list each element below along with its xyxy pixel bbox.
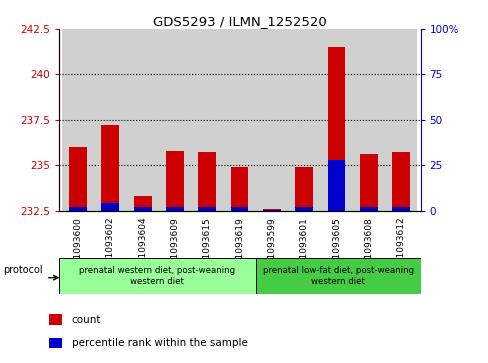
Bar [359,207,377,211]
Bar [263,209,280,211]
Bar [352,29,384,211]
Bar [198,207,216,211]
Bar [159,29,191,211]
Text: protocol: protocol [3,265,43,276]
Bar [295,207,312,211]
Bar [230,207,248,211]
Bar [256,258,420,294]
Bar [287,29,320,211]
Bar [62,29,94,211]
Bar [49,314,62,325]
Bar [230,167,248,211]
Text: prenatal western diet, post-weaning
western diet: prenatal western diet, post-weaning west… [79,266,235,286]
Bar [263,209,280,211]
Bar [359,154,377,211]
Bar [134,196,151,211]
Text: prenatal low-fat diet, post-weaning
western diet: prenatal low-fat diet, post-weaning west… [262,266,413,286]
Bar [69,207,87,211]
Bar [223,29,255,211]
Bar [166,151,183,211]
Bar [327,47,345,211]
Bar [384,29,416,211]
Bar [295,167,312,211]
Bar [102,125,119,211]
Text: percentile rank within the sample: percentile rank within the sample [72,338,247,348]
Bar [59,258,256,294]
Bar [69,147,87,211]
Bar [126,29,159,211]
Bar [198,152,216,211]
Bar [255,29,287,211]
Text: count: count [72,315,101,325]
Bar [327,160,345,211]
Bar [102,203,119,211]
Bar [166,207,183,211]
Bar [49,338,62,348]
Bar [94,29,126,211]
Title: GDS5293 / ILMN_1252520: GDS5293 / ILMN_1252520 [152,15,326,28]
Bar [391,152,409,211]
Bar [191,29,223,211]
Bar [391,207,409,211]
Bar [134,207,151,211]
Bar [320,29,352,211]
